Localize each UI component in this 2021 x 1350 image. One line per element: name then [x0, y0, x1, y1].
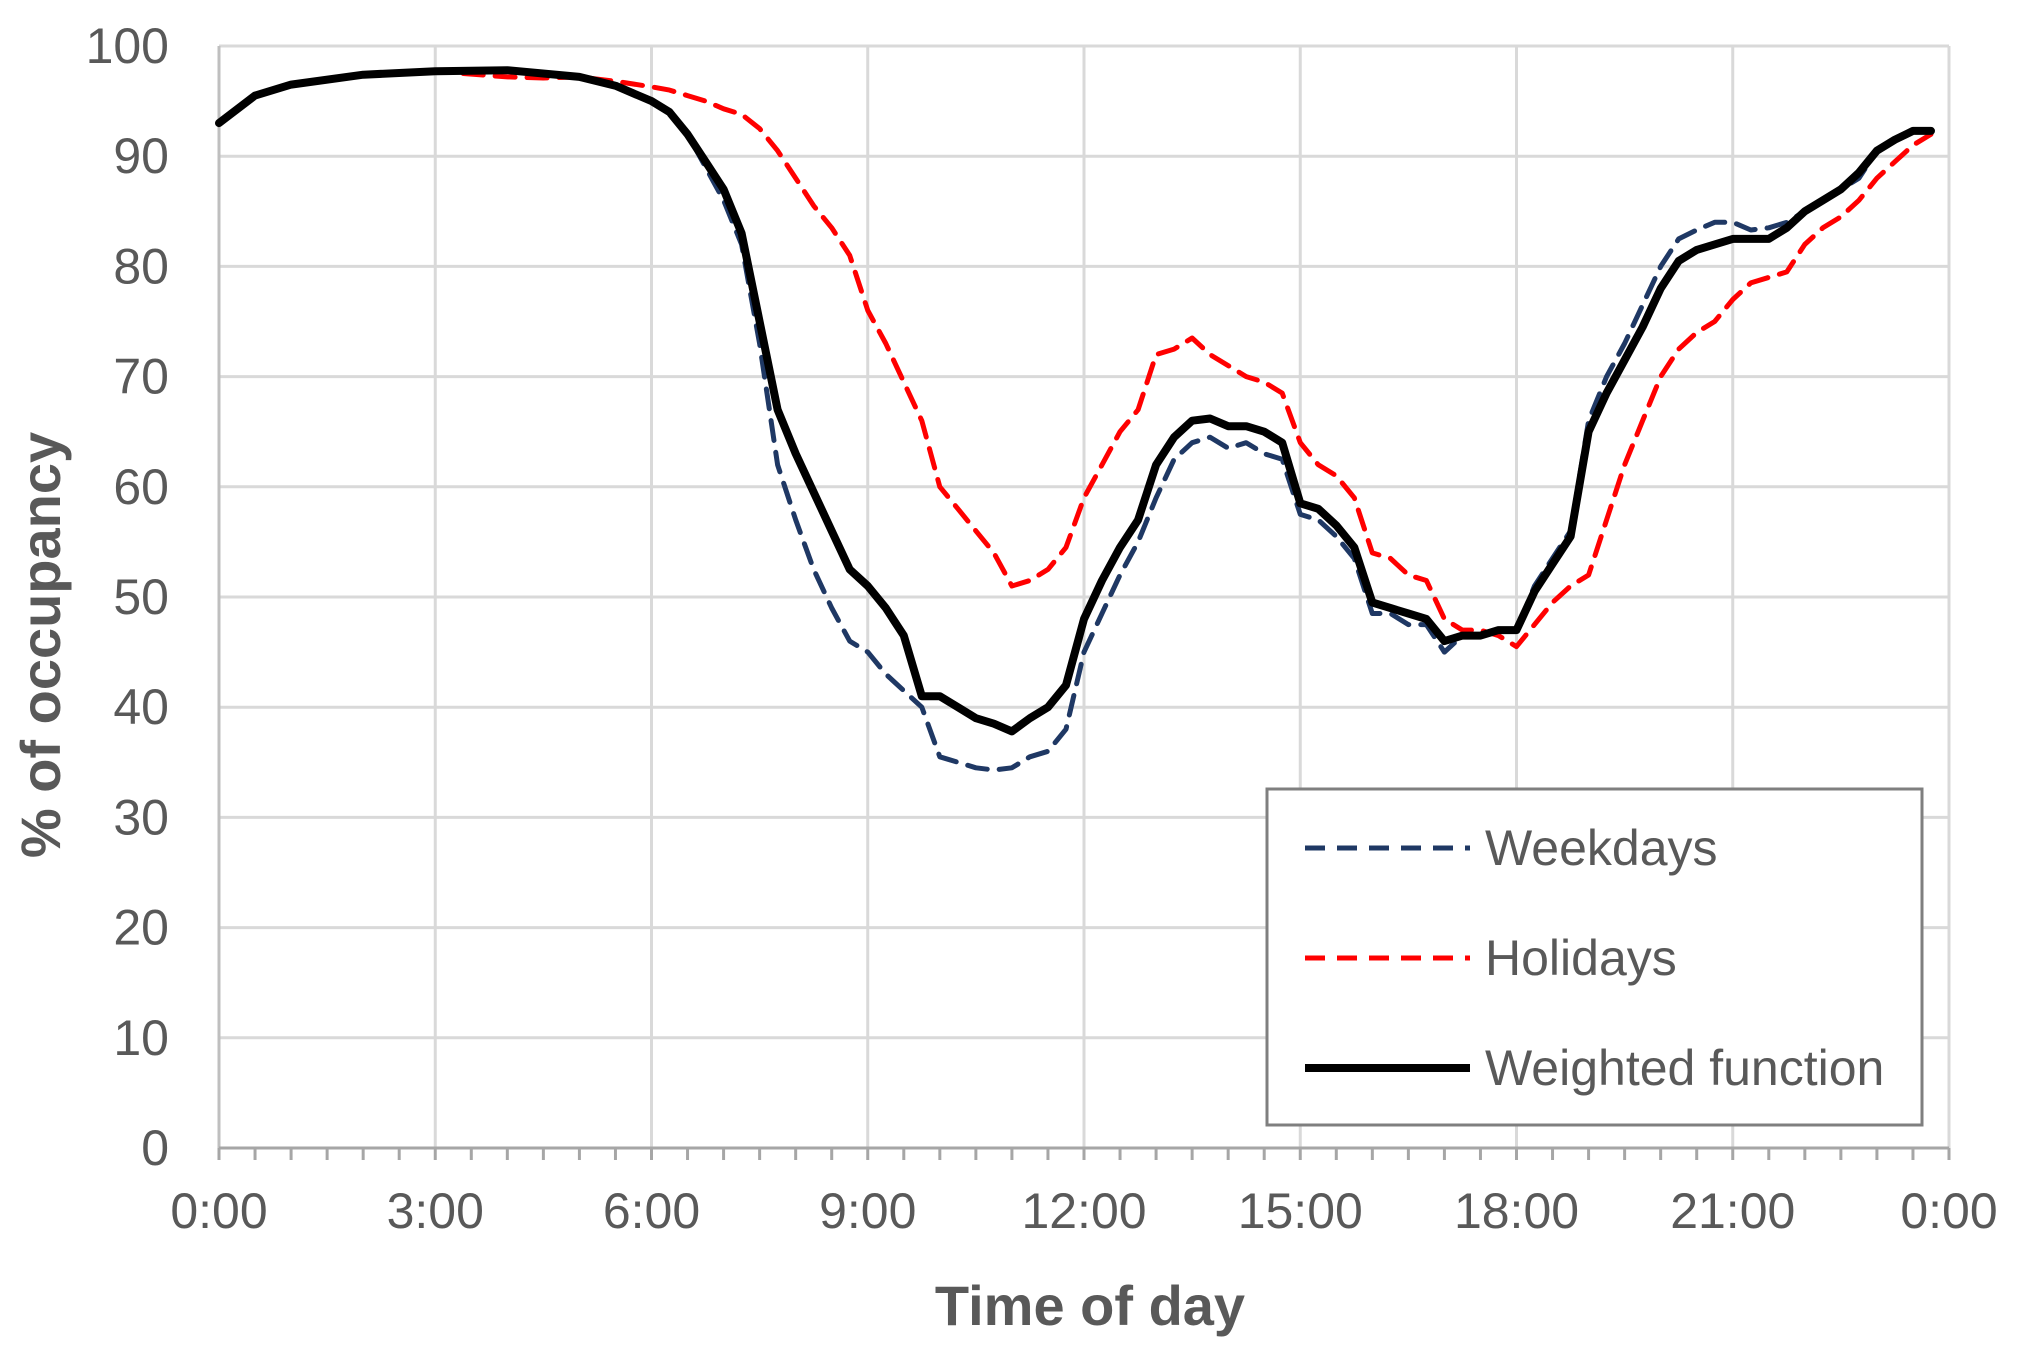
y-tick-label: 20	[113, 900, 169, 956]
y-tick-label: 40	[113, 679, 169, 735]
y-tick-label: 0	[141, 1120, 169, 1176]
y-tick-label: 50	[113, 569, 169, 625]
y-tick-label: 100	[86, 18, 169, 74]
y-tick-label: 60	[113, 459, 169, 515]
axis-ticks	[217, 1148, 1951, 1160]
x-tick-label: 0:00	[1900, 1183, 1997, 1239]
y-tick-label: 90	[113, 128, 169, 184]
x-tick-label: 21:00	[1670, 1183, 1795, 1239]
x-tick-label: 18:00	[1454, 1183, 1579, 1239]
x-tick-label: 9:00	[819, 1183, 916, 1239]
y-tick-label: 10	[113, 1010, 169, 1066]
series-lines	[215, 66, 1935, 773]
y-tick-label: 80	[113, 238, 169, 294]
legend-label-weekdays: Weekdays	[1485, 820, 1718, 876]
x-tick-label: 3:00	[387, 1183, 484, 1239]
x-tick-label: 6:00	[603, 1183, 700, 1239]
y-tick-label: 70	[113, 349, 169, 405]
x-axis-title: Time of day	[935, 1274, 1245, 1337]
x-tick-label: 0:00	[170, 1183, 267, 1239]
y-tick-label: 30	[113, 789, 169, 845]
x-tick-label: 12:00	[1021, 1183, 1146, 1239]
x-tick-label: 15:00	[1238, 1183, 1363, 1239]
x-tick-labels: 0:00 3:00 6:00 9:00 12:00 15:00 18:00 21:00 0:00	[170, 1183, 1997, 1239]
gridlines	[217, 44, 1951, 1150]
y-tick-labels: 0 10 20 30 40 50 60 70 80 90 100	[86, 18, 169, 1176]
legend-label-holidays: Holidays	[1485, 930, 1677, 986]
legend: Weekdays Holidays Weighted function	[1265, 787, 1924, 1127]
legend-label-weighted-function: Weighted function	[1485, 1040, 1884, 1096]
series-line-holidays	[216, 68, 1934, 650]
series-line-weighted-function	[215, 66, 1935, 736]
y-axis-title: % of occupancy	[9, 432, 72, 858]
